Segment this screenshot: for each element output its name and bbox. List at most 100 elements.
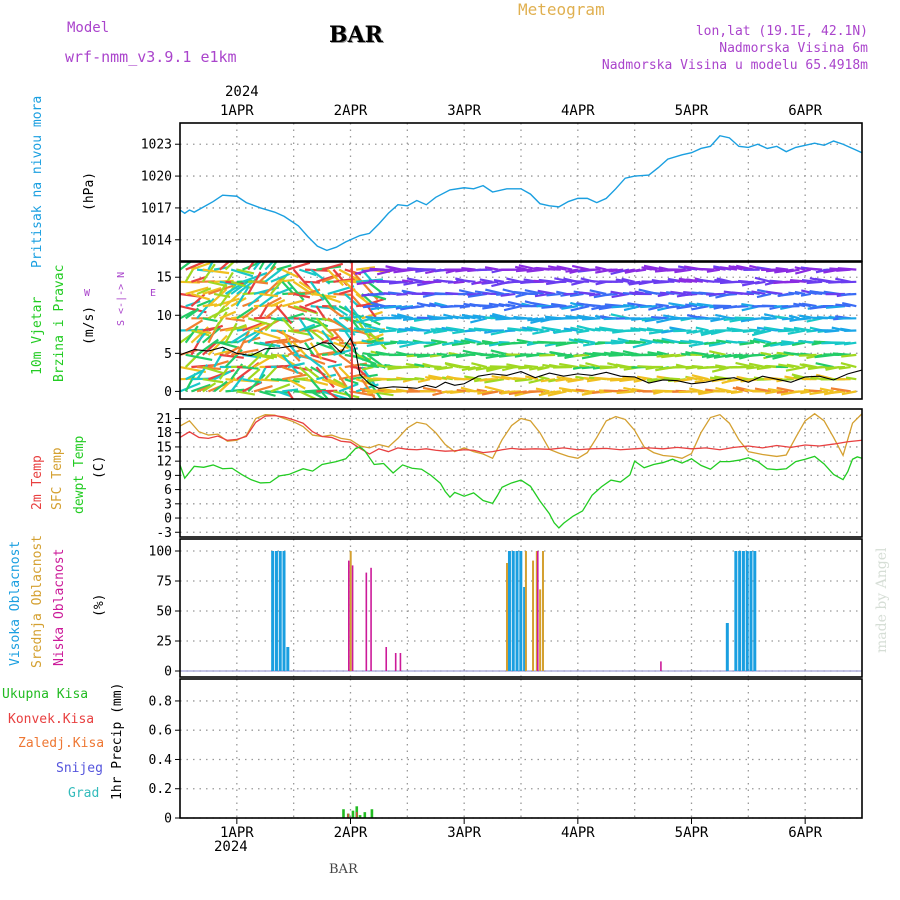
- wind-arrow: [737, 305, 749, 308]
- wind-arrow: [253, 280, 269, 285]
- wind-arrow: [691, 305, 709, 311]
- wind-arrow: [808, 389, 823, 393]
- wind-arrow: [581, 303, 601, 308]
- legend-freezing-rain: Zaledj.Kisa: [18, 736, 105, 751]
- wind-arrow: [623, 305, 641, 312]
- wind-arrow: [765, 390, 777, 395]
- wind-arrow: [710, 317, 726, 323]
- wind-arrow: [236, 268, 255, 275]
- wind-arrow: [695, 326, 709, 332]
- wind-arrow: [292, 341, 308, 357]
- wind-arrow: [258, 265, 277, 283]
- wind-arrow: [563, 327, 578, 332]
- wind-arrow: [321, 262, 344, 271]
- wind-arrow: [184, 325, 199, 344]
- temp2m-line: [179, 414, 863, 455]
- wind-arrow: [726, 353, 743, 358]
- low-cloud-bar: [348, 560, 350, 671]
- wind-arrow: [777, 329, 794, 333]
- wind-arrow: [841, 353, 857, 358]
- wind-arrow: [461, 313, 482, 320]
- wind-arrow: [401, 279, 414, 283]
- wind-arrow: [350, 390, 376, 397]
- wind-arrow: [484, 266, 499, 271]
- wind-arrow: [622, 376, 641, 381]
- wind-arrow: [655, 303, 669, 308]
- wind-arrow: [572, 280, 590, 283]
- top-day-label: 3APR: [447, 103, 481, 119]
- wind-arrow: [526, 268, 544, 273]
- wind-arrow: [386, 378, 402, 382]
- wind-arrow: [535, 387, 550, 393]
- wind-arrow: [282, 373, 308, 381]
- wind-arrow: [276, 278, 295, 283]
- wind-arrow: [781, 305, 800, 308]
- wind-arrow: [185, 262, 205, 271]
- wind-arrow: [242, 271, 268, 283]
- wind-arrow: [208, 360, 229, 369]
- cloud-tick-label: 50: [156, 605, 172, 620]
- wind-arrow: [633, 378, 647, 383]
- wind-arrow: [338, 382, 359, 393]
- wind-arrow: [333, 341, 350, 350]
- wind-arrow: [422, 386, 442, 393]
- wind-arrow: [361, 310, 383, 320]
- wind-arrow: [730, 390, 743, 395]
- wind-arrow: [338, 366, 353, 381]
- low-cloud-bar: [370, 567, 372, 671]
- wind-arrow: [383, 341, 397, 346]
- wind-arrow: [840, 362, 857, 369]
- wind-arrow: [293, 292, 311, 299]
- wind-arrow: [191, 383, 211, 393]
- precip-panel-frame: [179, 678, 863, 819]
- mid-cloud-bar: [535, 551, 538, 671]
- wind-arrow: [276, 390, 292, 398]
- wind-arrow: [218, 365, 230, 380]
- high-cloud-label: Visoka Oblacnost: [8, 540, 23, 666]
- wind-arrow: [552, 329, 573, 334]
- wind-arrow: [213, 297, 240, 308]
- pressure-panel-frame: [179, 122, 863, 262]
- wind-arrow: [697, 390, 709, 394]
- wind-arrow: [185, 286, 209, 296]
- wind-arrow: [670, 290, 686, 296]
- wind-arrow: [207, 288, 228, 307]
- wind-arrow: [276, 329, 301, 343]
- wind-arrow: [321, 390, 350, 399]
- wind-arrow: [767, 387, 783, 393]
- wind-arrow: [570, 305, 590, 312]
- wind-arrow: [196, 329, 212, 335]
- wind-arrow: [754, 280, 766, 285]
- wind-arrow: [644, 317, 664, 323]
- wind-arrow: [830, 387, 851, 393]
- wind-arrow: [798, 339, 817, 344]
- wind-arrow: [281, 341, 301, 362]
- wind-arrow: [477, 390, 493, 395]
- precip-unit: 1hr Precip (mm): [110, 682, 125, 800]
- wind-arrow: [464, 375, 482, 381]
- top-year-label: 2024: [225, 84, 259, 100]
- wind-arrow: [532, 329, 550, 335]
- wind-arrow: [201, 263, 216, 283]
- wind-arrow: [826, 390, 846, 395]
- wind-arrow: [512, 341, 527, 345]
- wind-arrow: [701, 353, 715, 358]
- high-cloud-bar: [745, 551, 749, 671]
- wind-compass-ns: S <-|-> N: [116, 271, 127, 326]
- wind-arrow: [645, 267, 658, 271]
- wind-arrow: [643, 264, 664, 271]
- wind-arrow: [185, 308, 200, 320]
- top-day-label: 5APR: [675, 103, 709, 119]
- wind-arrow: [474, 280, 488, 285]
- wind-arrow: [788, 291, 800, 296]
- wind-speed-line: [179, 336, 863, 389]
- dewpt-line: [179, 446, 863, 529]
- wind-arrow: [556, 375, 573, 381]
- wind-arrow: [624, 268, 635, 273]
- wind-arrow: [356, 317, 374, 324]
- wind-arrow: [315, 329, 342, 342]
- wind-arrow: [465, 389, 482, 393]
- wind-arrow: [526, 326, 544, 332]
- wind-arrow: [276, 286, 294, 295]
- wind-arrow: [760, 351, 772, 356]
